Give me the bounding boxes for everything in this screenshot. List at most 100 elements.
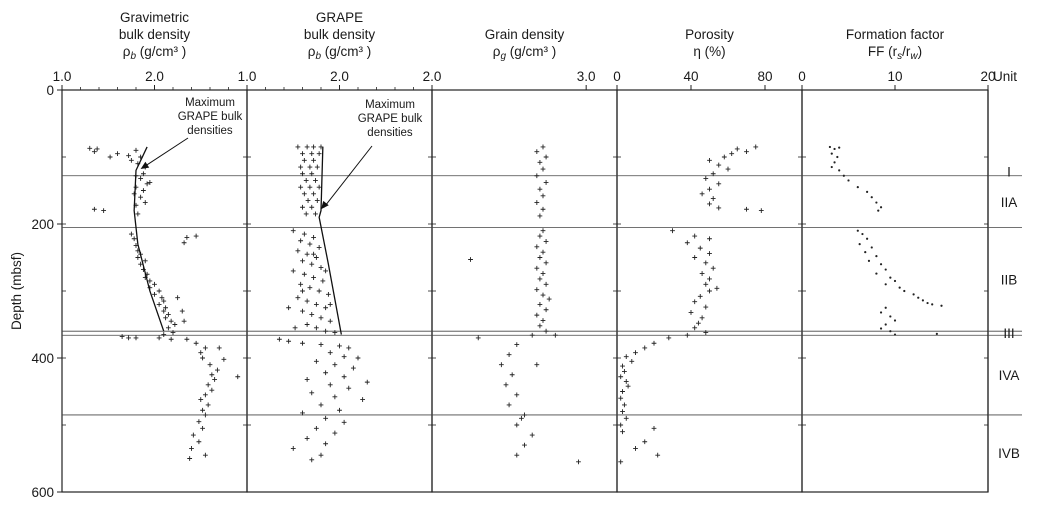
panel-title-grape: GRAPE bulk density ρb (g/cm³ ) (304, 10, 376, 62)
data-point (309, 151, 315, 157)
data-point (651, 340, 657, 346)
panel-title-grain: Grain density ρg (g/cm³ ) (485, 27, 565, 62)
data-point (295, 295, 301, 301)
data-point (534, 312, 540, 318)
data-point (623, 415, 629, 421)
annotation-text: densities (367, 127, 413, 139)
data-point (514, 422, 520, 428)
data-point (290, 228, 296, 234)
data-point (889, 276, 892, 279)
data-point (200, 425, 205, 431)
data-point (537, 233, 543, 239)
data-point (692, 255, 698, 260)
data-point (509, 372, 515, 378)
data-point (620, 429, 625, 435)
data-point (519, 415, 524, 421)
annotation-grav: Maximum GRAPE bulk densities (140, 97, 243, 170)
data-point (912, 293, 915, 296)
data-point (141, 188, 146, 193)
data-point (503, 382, 509, 388)
data-point (534, 244, 540, 250)
data-point (543, 260, 549, 266)
data-point (861, 232, 864, 236)
data-point (625, 383, 631, 389)
data-point (341, 419, 347, 425)
data-point (576, 459, 581, 465)
data-point (307, 241, 313, 247)
panel-frame-ff (801, 89, 989, 493)
data-point (935, 332, 938, 335)
data-point (926, 301, 929, 305)
data-point (286, 338, 292, 344)
data-point (304, 298, 310, 304)
data-point (200, 407, 205, 413)
data-point (300, 171, 305, 177)
data-point (309, 457, 315, 463)
data-point (200, 355, 205, 361)
data-point (327, 382, 333, 388)
data-point (522, 442, 527, 448)
data-point (135, 211, 141, 217)
data-point (529, 432, 535, 438)
data-point (716, 181, 722, 187)
data-point (534, 265, 540, 271)
data-point (522, 412, 527, 418)
data-point (163, 305, 168, 311)
data-point (537, 213, 543, 219)
panel-frame-grain (431, 89, 618, 493)
data-point (286, 305, 292, 311)
data-point (514, 452, 520, 458)
data-point (828, 145, 832, 149)
data-point (126, 335, 131, 341)
data-point (879, 327, 883, 330)
data-point (707, 186, 712, 192)
x-tick-label: 2.0 (423, 69, 442, 84)
data-point (161, 308, 167, 314)
data-point (316, 184, 322, 190)
data-point (540, 292, 546, 298)
x-tick-label: 20 (980, 69, 995, 84)
data-point (889, 330, 892, 333)
data-point (91, 149, 97, 155)
data-point (355, 355, 361, 361)
data-point (931, 303, 934, 306)
data-point (744, 206, 749, 212)
data-point (147, 278, 153, 284)
data-point (725, 166, 731, 172)
data-point (350, 365, 356, 371)
data-point (620, 409, 625, 414)
data-point (193, 340, 199, 346)
panel-titles: Gravimetric bulk density ρb (g/cm³ ) GRAPE b… (119, 10, 945, 62)
data-point (332, 394, 338, 400)
data-point (131, 191, 137, 197)
data-point (633, 350, 638, 356)
data-point (692, 325, 698, 331)
data-point (290, 446, 296, 451)
data-point (877, 209, 880, 212)
data-point (642, 439, 648, 445)
data-point (316, 288, 322, 294)
data-point (318, 402, 324, 408)
data-point (884, 283, 887, 286)
data-point (300, 204, 305, 210)
data-point (534, 362, 540, 368)
data-point (707, 276, 712, 282)
data-point (311, 235, 316, 240)
data-point (163, 315, 168, 321)
data-point (697, 293, 703, 299)
data-point (165, 325, 171, 331)
data-point (202, 412, 208, 418)
data-point (540, 318, 546, 323)
data-point (298, 281, 304, 287)
data-point (879, 206, 883, 209)
data-point (651, 425, 657, 431)
data-point (341, 354, 347, 360)
data-point (721, 154, 727, 160)
data-point (622, 369, 627, 374)
data-point (534, 200, 540, 205)
data-point (138, 261, 144, 267)
data-point (300, 308, 305, 314)
data-point (879, 263, 883, 266)
data-point (216, 345, 222, 351)
data-point (707, 288, 712, 294)
